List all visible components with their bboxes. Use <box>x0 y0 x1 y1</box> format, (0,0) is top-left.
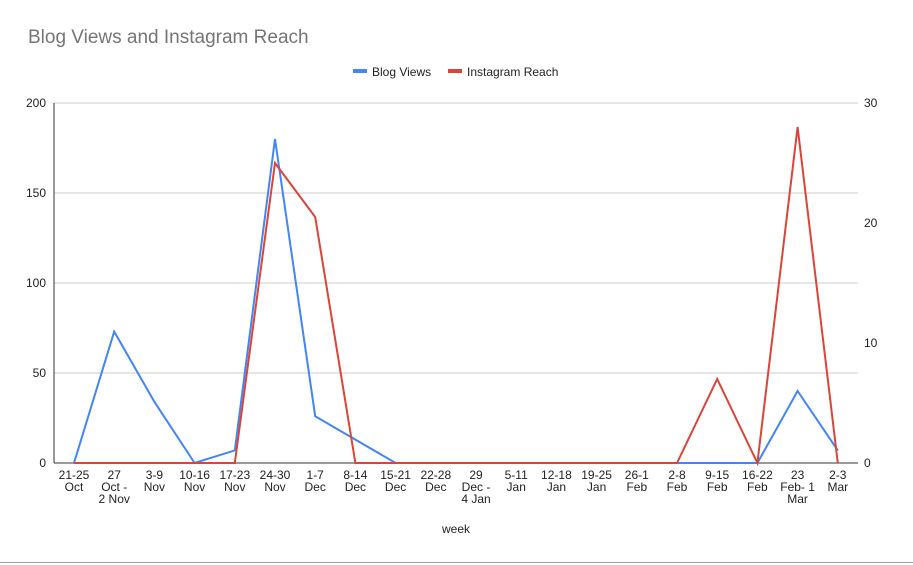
x-tick-label: 3-9 Nov <box>144 468 165 494</box>
legend-item-instagram-reach[interactable]: Instagram Reach <box>448 65 558 79</box>
series-lines <box>73 126 839 467</box>
x-tick-label: 10-16 Nov <box>179 468 210 494</box>
bottom-divider <box>0 562 913 563</box>
x-tick-label: 5-11 Jan <box>505 468 528 494</box>
x-tick-label: 26-1 Feb <box>625 468 649 494</box>
legend: Blog Views Instagram Reach <box>353 65 558 79</box>
legend-label-blog-views: Blog Views <box>372 65 431 79</box>
x-tick-label: 24-30 Nov <box>260 468 291 494</box>
left-tick-label: 150 <box>26 186 46 200</box>
right-tick-label: 20 <box>864 216 878 230</box>
x-tick-label: 2-3 Mar <box>827 468 848 494</box>
series-line-blog-views <box>73 138 839 465</box>
x-tick-label: 29 Dec -4 Jan <box>461 468 490 506</box>
left-tick-label: 200 <box>26 96 46 110</box>
x-tick-label: 16-22 Feb <box>742 468 773 494</box>
legend-item-blog-views[interactable]: Blog Views <box>353 65 431 79</box>
x-tick-label: 27 Oct -2 Nov <box>99 468 130 506</box>
chart-title: Blog Views and Instagram Reach <box>28 27 309 48</box>
left-tick-label: 50 <box>33 366 47 380</box>
right-tick-label: 10 <box>864 336 878 350</box>
legend-label-instagram-reach: Instagram Reach <box>467 65 558 79</box>
x-tick-label: 19-25 Jan <box>581 468 612 494</box>
x-tick-label: 15-21 Dec <box>380 468 411 494</box>
legend-swatch-instagram-reach <box>448 69 462 73</box>
right-tick-label: 30 <box>864 96 878 110</box>
x-tick-label: 2-8 Feb <box>667 468 688 494</box>
legend-swatch-blog-views <box>353 69 367 73</box>
x-axis-title: week <box>441 522 471 536</box>
left-tick-label: 100 <box>26 276 46 290</box>
left-axis-ticks: 0 50 100 150 200 <box>26 96 46 470</box>
x-tick-label: 17-23 Nov <box>219 468 250 494</box>
x-axis-ticks: 21-25 Oct 27 Oct -2 Nov 3-9 Nov 10-16 Nov 17-23 N… <box>59 468 848 506</box>
right-tick-label: 0 <box>864 456 871 470</box>
x-tick-label: 23 Feb- 1 Mar <box>780 468 815 506</box>
series-line-instagram-reach <box>74 126 839 467</box>
gridlines <box>54 102 858 374</box>
x-tick-label: 21-25 Oct <box>59 468 90 494</box>
x-tick-label: 12-18 Jan <box>541 468 572 494</box>
x-tick-label: 9-15 Feb <box>705 468 729 494</box>
right-axis-ticks: 0 10 20 30 <box>864 96 878 470</box>
x-tick-label: 1-7 Dec <box>305 468 326 494</box>
x-tick-label: 8-14 Dec <box>343 468 367 494</box>
x-tick-label: 22-28 Dec <box>420 468 451 494</box>
left-tick-label: 0 <box>39 456 46 470</box>
